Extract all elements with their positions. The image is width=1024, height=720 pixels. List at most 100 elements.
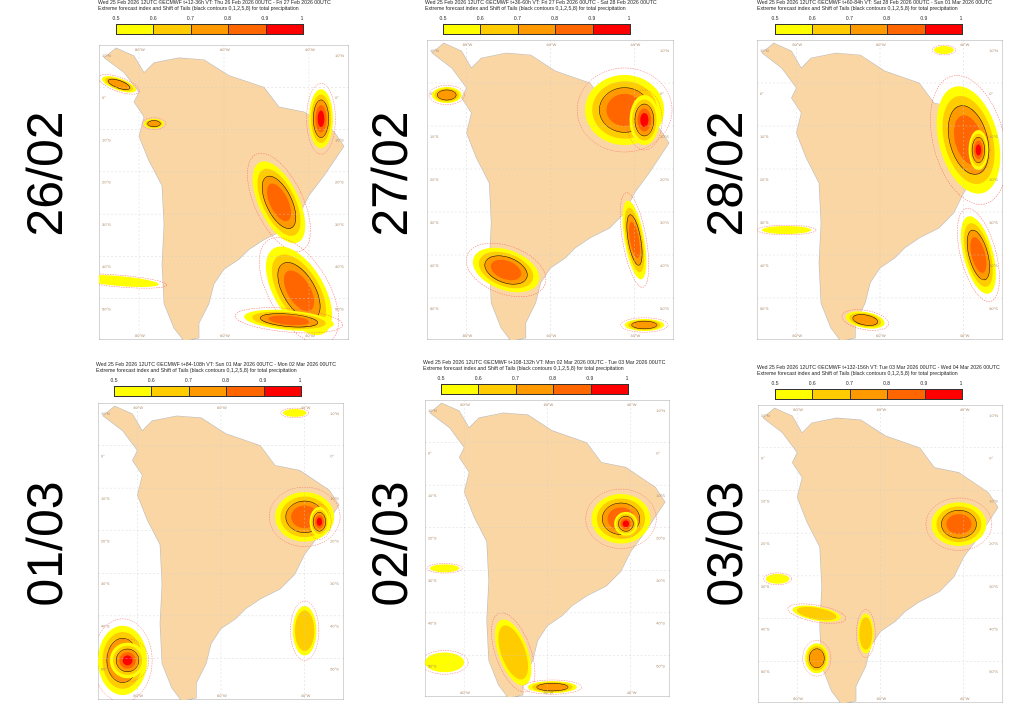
colorbar: [443, 24, 631, 35]
header-line-1: Wed 25 Feb 2026 12UTC ©ECMWF t+36-60h VT…: [425, 0, 657, 6]
colorbar: [775, 389, 963, 400]
colorbar-tick-label: 0.9: [588, 16, 596, 22]
lat-label: 10°S: [989, 134, 998, 139]
lon-label: 40°W: [305, 333, 315, 338]
lat-label: 20°S: [101, 539, 110, 544]
lon-label: 60°W: [547, 42, 557, 47]
colorbar-swatch: [266, 25, 304, 34]
colorbar-tick-label: 0.5: [439, 16, 447, 22]
lat-label: 10°N: [102, 53, 111, 58]
map: 10°N 10°N 0° 0° 10°S 10°S 20°S 20°S 30°S 30°S 40°S…: [427, 40, 674, 340]
lon-label: 40°W: [301, 405, 311, 410]
lat-label: 40°S: [101, 624, 110, 629]
lon-label: 60°W: [876, 333, 886, 338]
lat-label: 20°S: [989, 541, 998, 546]
lat-label: 10°S: [101, 496, 110, 501]
colorbar-ticks: 0.5 0.6 0.7 0.8 0.9 1: [771, 16, 967, 22]
lat-label: 30°S: [101, 581, 110, 586]
lon-label: 60°W: [544, 690, 554, 695]
colorbar-ticks: 0.5 0.6 0.7 0.8 0.9 1: [437, 376, 633, 382]
colorbar-tick-label: 0.7: [511, 376, 519, 382]
lat-label: 10°N: [761, 413, 770, 418]
colorbar-ticks: 0.5 0.6 0.7 0.8 0.9 1: [771, 381, 967, 387]
colorbar-swatch: [888, 25, 926, 34]
colorbar-tick-label: 0.8: [551, 16, 559, 22]
colorbar-tick-label: 0.7: [186, 16, 194, 22]
lat-label: 10°N: [656, 408, 665, 413]
header-line-2: Extreme forecast index and Shift of Tail…: [425, 6, 626, 12]
colorbar-swatch: [518, 25, 557, 34]
lat-label: 50°S: [330, 666, 339, 671]
header-line-1: Wed 25 Feb 2026 12UTC ©ECMWF t+132-156h …: [757, 365, 1000, 371]
efi-area: [99, 273, 168, 289]
efi-area: [306, 83, 336, 155]
colorbar-swatch: [776, 390, 814, 399]
map: 10°N 10°N 0° 0° 10°S 10°S 20°S 20°S 30°S 30°S 40°S…: [98, 403, 344, 700]
lon-label: 40°W: [960, 696, 970, 701]
lat-label: 10°S: [335, 137, 344, 142]
lon-label: 80°W: [793, 696, 803, 701]
colorbar-swatch: [591, 385, 629, 394]
lon-label: 40°W: [631, 333, 641, 338]
lat-label: 10°S: [102, 137, 111, 142]
lat-label: 10°N: [101, 411, 110, 416]
lat-label: 50°S: [760, 306, 769, 311]
lon-label: 80°W: [792, 333, 802, 338]
colorbar-tick-label: 0.6: [808, 16, 816, 22]
colorbar: [116, 24, 304, 35]
colorbar: [775, 24, 963, 35]
panel-header: Wed 25 Feb 2026 12UTC ©ECMWF t+132-156h …: [757, 365, 1000, 377]
lat-label: 30°S: [330, 581, 339, 586]
header-line-1: Wed 25 Feb 2026 12UTC ©ECMWF t+60-84h VT…: [757, 0, 992, 6]
colorbar-swatch: [850, 25, 889, 34]
lat-label: 30°S: [760, 220, 769, 225]
colorbar-tick-label: 0.6: [808, 381, 816, 387]
efi-area: [611, 509, 641, 539]
lat-label: 40°S: [335, 264, 344, 269]
lon-label: 80°W: [135, 47, 145, 52]
header-line-2: Extreme forecast index and Shift of Tail…: [423, 366, 624, 372]
colorbar-swatch: [554, 385, 592, 394]
lat-label: 20°S: [989, 177, 998, 182]
lat-label: 10°S: [760, 134, 769, 139]
efi-area: [106, 638, 150, 683]
lon-label: 60°W: [877, 407, 887, 412]
efi-panel: Wed 25 Feb 2026 12UTC ©ECMWF t+36-60h VT…: [425, 0, 685, 345]
lat-label: 10°S: [330, 496, 339, 501]
lat-label: 10°S: [660, 134, 669, 139]
lat-label: 50°S: [430, 306, 439, 311]
date-label: 28/02: [697, 111, 753, 237]
colorbar-tick-label: 0.5: [771, 16, 779, 22]
lon-label: 80°W: [135, 333, 145, 338]
colorbar-ticks: 0.5 0.6 0.7 0.8 0.9 1: [439, 16, 635, 22]
lat-label: 20°S: [428, 536, 437, 541]
lon-label: 60°W: [544, 402, 554, 407]
efi-panel: Wed 25 Feb 2026 12UTC ©ECMWF t+84-108h V…: [96, 362, 356, 707]
colorbar-tick-label: 0.7: [845, 16, 853, 22]
colorbar-tick-label: 1: [300, 16, 304, 22]
efi-area: [425, 650, 469, 675]
header-line-1: Wed 25 Feb 2026 12UTC ©ECMWF t+12-36h VT…: [98, 0, 331, 6]
lat-label: 40°S: [760, 263, 769, 268]
lon-label: 80°W: [460, 402, 470, 407]
colorbar-tick-label: 0.8: [883, 381, 891, 387]
efi-area: [787, 603, 847, 624]
colorbar-tick-label: 1: [625, 376, 629, 382]
lat-label: 40°S: [989, 263, 998, 268]
panel-header: Wed 25 Feb 2026 12UTC ©ECMWF t+108-132h …: [423, 360, 665, 372]
efi-area: [428, 85, 465, 105]
lon-label: 40°W: [301, 693, 311, 698]
colorbar-tick-label: 0.5: [110, 378, 118, 384]
lon-label: 40°W: [305, 47, 315, 52]
lon-label: 40°W: [960, 407, 970, 412]
lat-label: 10°N: [989, 413, 998, 418]
date-label: 01/03: [17, 481, 73, 607]
lat-label: 0°: [102, 95, 106, 100]
colorbar-tick-label: 0.6: [149, 16, 157, 22]
efi-area: [626, 89, 663, 151]
efi-area: [290, 600, 320, 661]
lat-label: 20°S: [102, 180, 111, 185]
lon-label: 80°W: [460, 690, 470, 695]
lat-label: 10°N: [335, 53, 344, 58]
lat-label: 50°S: [761, 669, 770, 674]
